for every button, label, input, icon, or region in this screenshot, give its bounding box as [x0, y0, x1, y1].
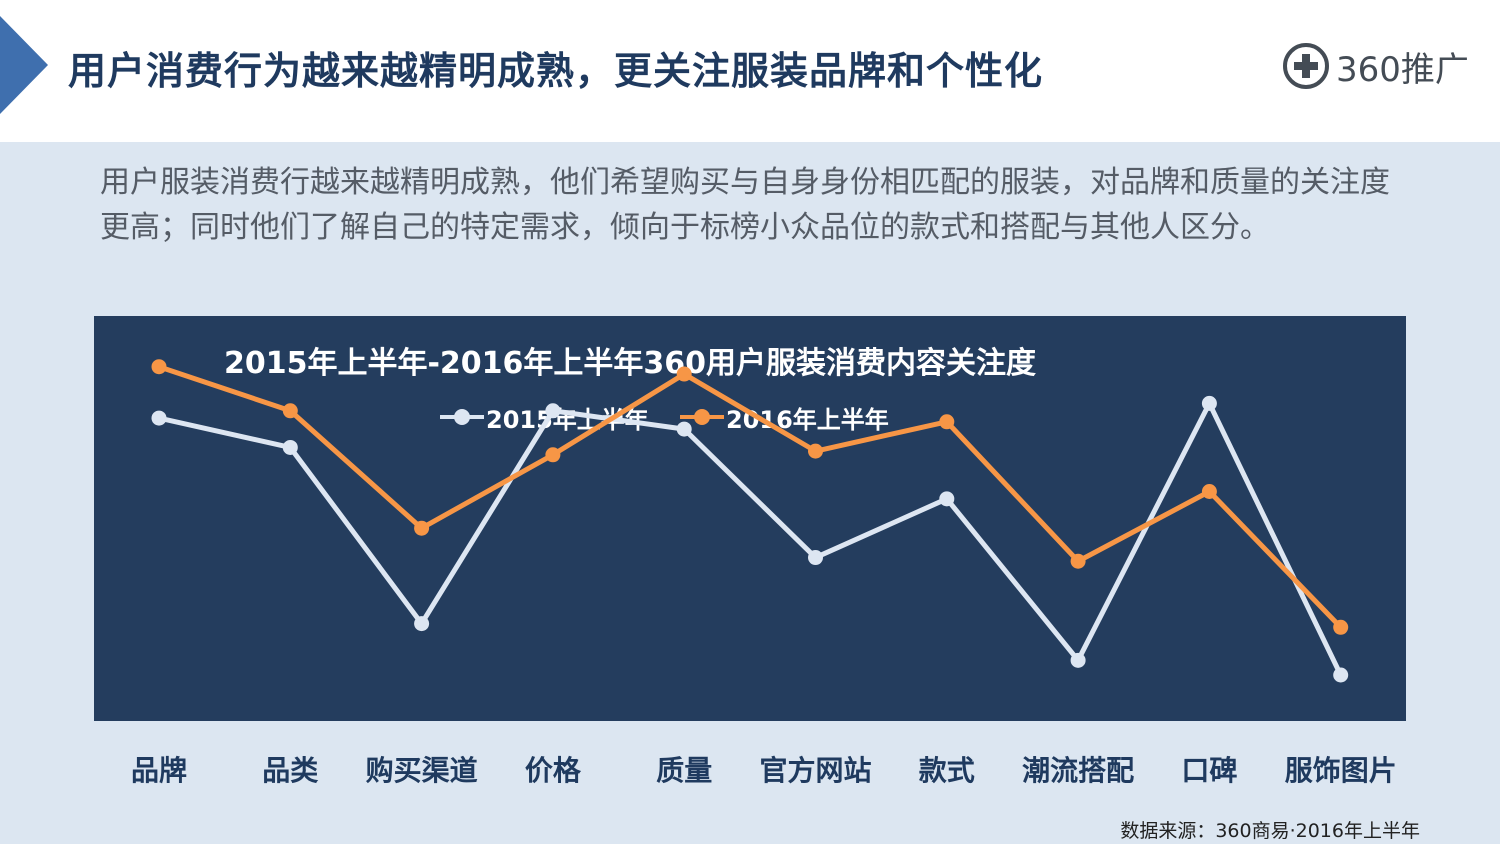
series-1-point-10 [1333, 667, 1349, 683]
legend-marker-2015 [454, 409, 470, 425]
x-tick-label: 购买渠道 [366, 754, 478, 787]
plus-circle-icon [1283, 43, 1329, 89]
legend-line-2016 [680, 409, 724, 425]
series-1-point-4 [545, 403, 561, 419]
header-arrow-icon [0, 16, 48, 114]
series-2-point-7 [939, 414, 955, 430]
legend-label-2016: 2016年上半年 [726, 405, 889, 434]
data-source-note: 数据来源：360商易·2016年上半年 [1120, 820, 1420, 842]
header-arrow-shape [0, 16, 48, 114]
x-tick-label: 款式 [919, 754, 975, 787]
logo-text: 360推广 [1336, 49, 1469, 90]
series-2-point-6 [808, 443, 823, 459]
page-title: 用户消费行为越来越精明成熟，更关注服装品牌和个性化 [68, 49, 1044, 93]
chart-title: 2015年上半年-2016年上半年360用户服装消费内容关注度 [223, 346, 1037, 381]
series-1-point-2 [282, 439, 298, 455]
series-2-point-3 [414, 520, 430, 536]
series-2-point-5 [676, 366, 692, 382]
legend-line-2015 [440, 409, 484, 425]
legend-marker-2016 [694, 409, 710, 425]
series-2-point-10 [1333, 619, 1349, 635]
series-2-point-2 [282, 403, 298, 419]
series-1-point-6 [808, 550, 823, 566]
series-2-point-4 [545, 447, 561, 463]
x-tick-label: 口碑 [1181, 754, 1237, 787]
x-tick-label: 服饰图片 [1285, 754, 1397, 787]
series-1-point-1 [151, 410, 167, 426]
x-tick-label: 品牌 [131, 754, 187, 787]
series-line-2 [158, 364, 1343, 630]
chart-panel [94, 316, 1406, 721]
series-1-point-7 [939, 491, 955, 507]
series-1-point-9 [1201, 395, 1217, 411]
series-line-1 [158, 400, 1343, 677]
series-2-point-1 [151, 359, 167, 375]
x-tick-label: 品类 [262, 754, 318, 787]
header-bar: 用户消费行为越来越精明成熟，更关注服装品牌和个性化 360推广 [0, 0, 1500, 142]
x-tick-label: 质量 [656, 754, 712, 787]
series-1-point-8 [1070, 652, 1086, 668]
legend-item-2016: 2016年上半年 [680, 402, 889, 434]
series-1-point-3 [414, 616, 430, 632]
x-tick-label: 价格 [525, 754, 582, 787]
series-2-point-8 [1070, 553, 1086, 569]
x-tick-label: 潮流搭配 [1022, 754, 1134, 787]
series-1-point-5 [676, 421, 692, 437]
x-tick-label: 官方网站 [759, 754, 871, 787]
brand-logo: 360推广 [1282, 40, 1469, 92]
intro-paragraph: 用户服装消费行越来越精明成熟，他们希望购买与自身身份相匹配的服装，对品牌和质量的… [100, 165, 1390, 245]
series-2-point-9 [1201, 484, 1217, 499]
